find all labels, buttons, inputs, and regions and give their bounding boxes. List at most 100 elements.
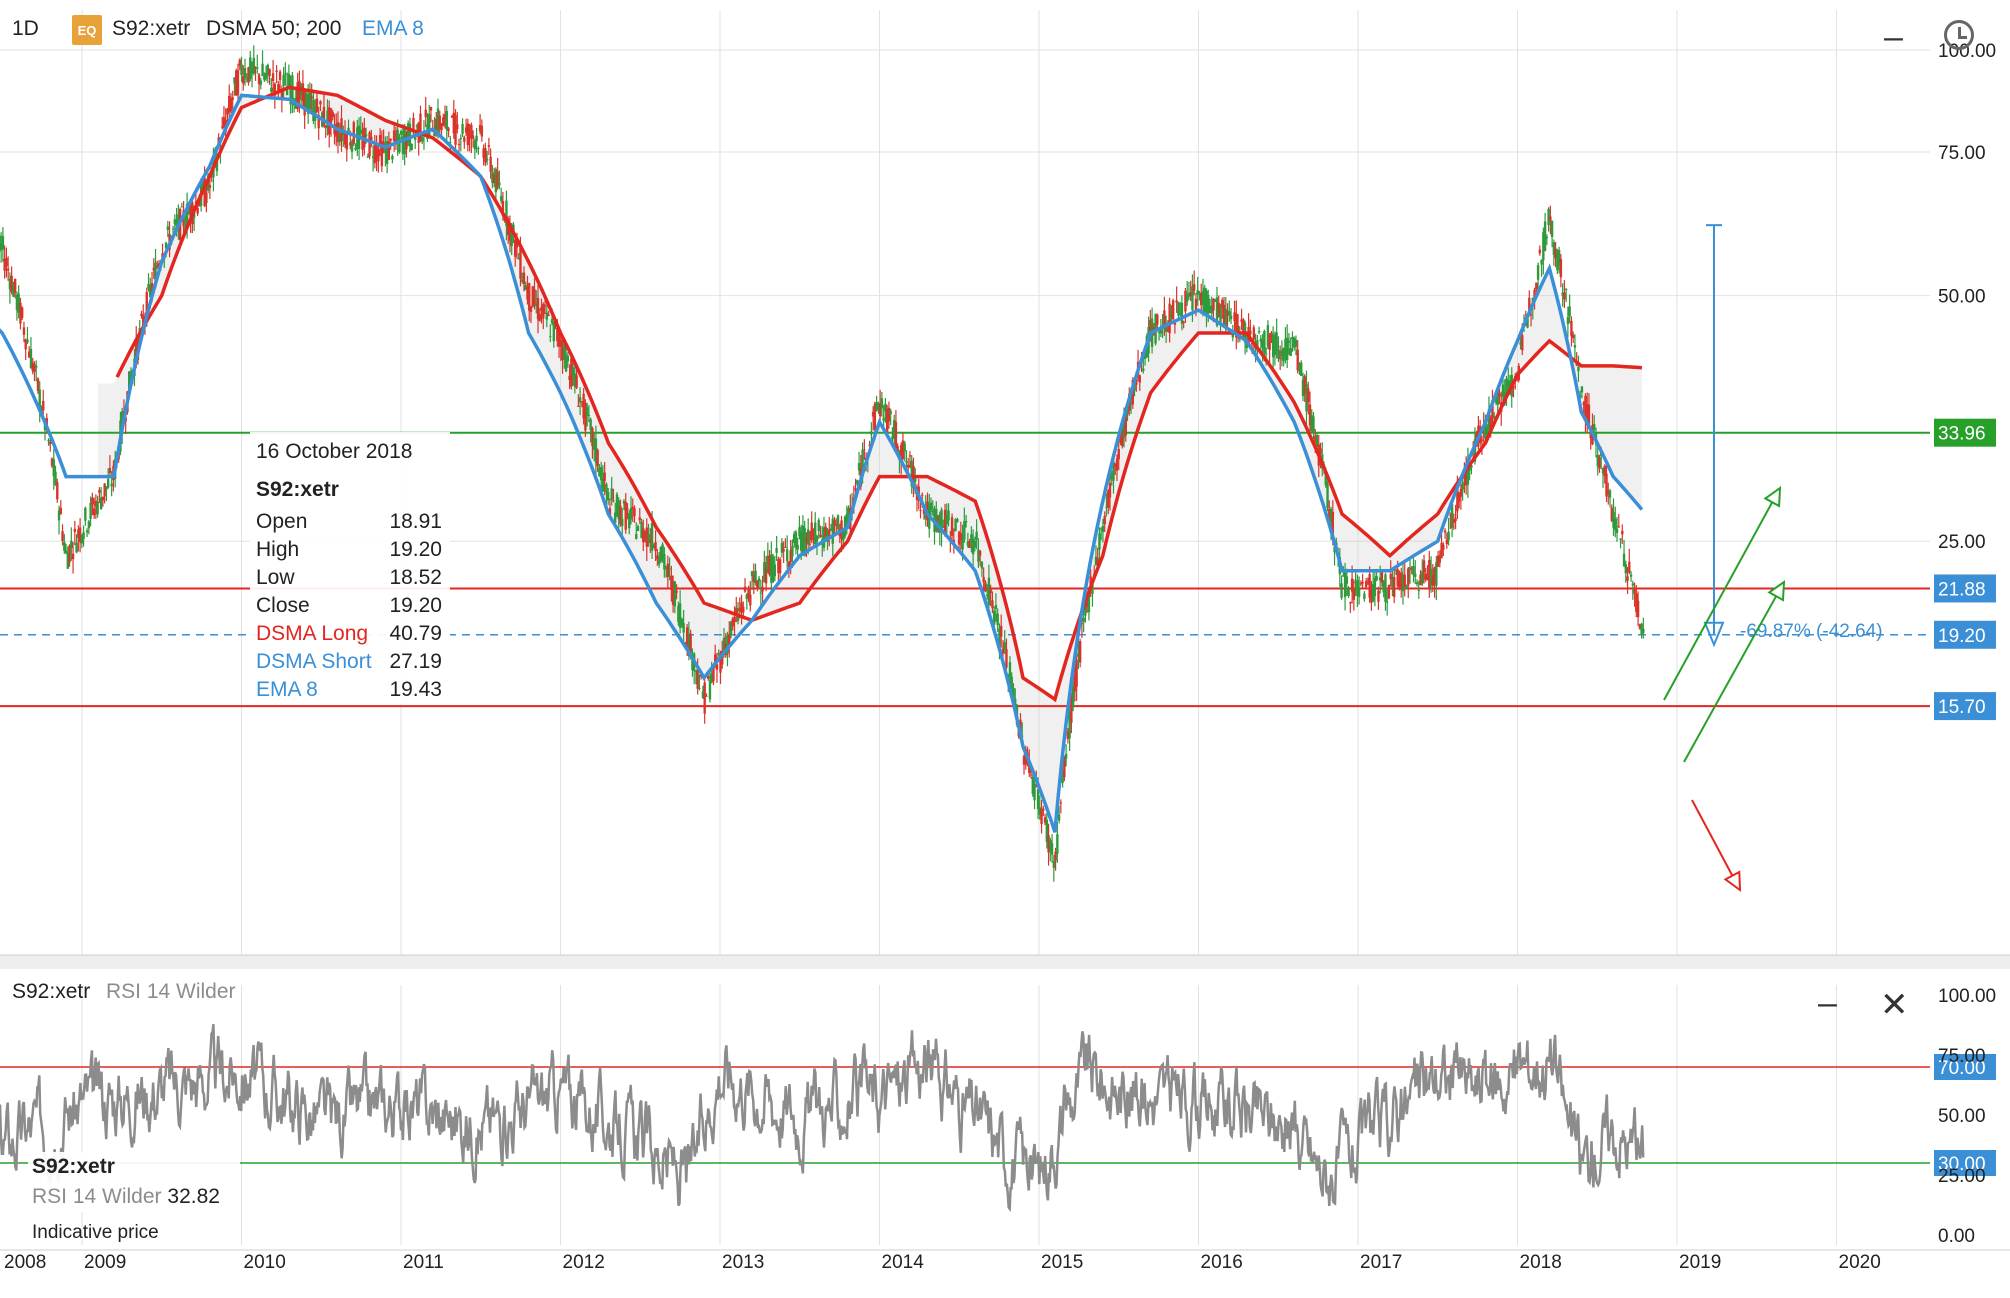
price-candle <box>1284 338 1287 355</box>
price-candle <box>1370 587 1373 603</box>
price-candle <box>242 75 245 84</box>
price-candle <box>521 279 524 282</box>
price-candle <box>1198 294 1201 296</box>
price-candle <box>907 464 910 468</box>
minimize-rsi-icon[interactable]: – <box>1818 984 1837 1022</box>
price-candle <box>954 519 957 532</box>
price-candle <box>1607 490 1610 495</box>
minimize-main-icon[interactable]: – <box>1884 18 1903 56</box>
price-candle <box>1212 298 1215 311</box>
trend-arrow-up-2 <box>1683 581 1785 763</box>
price-candle <box>1364 581 1368 588</box>
price-candle <box>47 439 50 441</box>
indicator-ema-label[interactable]: EMA 8 <box>362 17 424 40</box>
price-candle <box>1593 423 1596 430</box>
rsi-indicator-label[interactable]: RSI 14 Wilder <box>106 980 236 1003</box>
price-candle <box>1110 473 1113 480</box>
price-candle <box>843 516 847 537</box>
price-candle <box>1098 533 1101 550</box>
price-candle <box>956 518 959 522</box>
price-candle <box>78 527 82 543</box>
price-candle <box>180 206 184 208</box>
price-candle <box>938 514 941 533</box>
price-candle <box>1157 332 1161 334</box>
price-candle <box>254 67 257 69</box>
price-candle <box>91 497 94 505</box>
price-candle <box>1191 286 1194 311</box>
price-candle <box>621 518 624 526</box>
price-candle <box>1485 427 1489 436</box>
price-candle <box>1049 840 1052 851</box>
price-candle <box>768 555 771 575</box>
symbol-label[interactable]: S92:xetr <box>112 17 191 40</box>
price-candle <box>1491 399 1494 419</box>
price-candle <box>608 508 612 517</box>
price-candle <box>33 364 36 372</box>
price-candle <box>596 449 599 467</box>
price-candle <box>1189 292 1192 297</box>
price-candle <box>831 518 834 544</box>
price-tick-label: 75.00 <box>1938 143 1986 164</box>
x-tick-label: 2008 <box>4 1252 46 1273</box>
price-candle <box>885 408 889 433</box>
price-candle <box>277 84 280 92</box>
price-candle <box>617 500 620 520</box>
price-candle <box>1456 486 1459 512</box>
indicator-dsma-label[interactable]: DSMA 50; 200 <box>206 17 342 40</box>
price-candle <box>1177 302 1180 316</box>
price-candle <box>171 228 175 230</box>
rsi-tick-label: 50.00 <box>1938 1106 1986 1127</box>
price-candle <box>345 134 348 150</box>
price-candle <box>221 126 224 128</box>
price-candle <box>899 444 903 461</box>
price-candle <box>1473 439 1477 462</box>
price-candle <box>754 570 757 584</box>
rsi-symbol-label[interactable]: S92:xetr <box>12 980 91 1003</box>
price-candle <box>1340 583 1343 598</box>
price-candle <box>375 145 378 158</box>
price-candle <box>1605 473 1608 497</box>
price-candle <box>1115 458 1119 471</box>
price-candle <box>833 520 836 525</box>
price-candle <box>1568 306 1571 317</box>
price-candle <box>370 136 373 141</box>
price-candle <box>215 160 219 172</box>
price-candle <box>603 472 606 482</box>
price-candle <box>1326 483 1329 508</box>
price-candle <box>680 618 684 626</box>
price-candle <box>1166 328 1170 331</box>
price-candle <box>649 539 652 543</box>
interval-label[interactable]: 1D <box>12 17 39 40</box>
price-candle <box>796 544 799 550</box>
price-candle <box>1580 386 1584 393</box>
price-candle <box>1063 757 1066 778</box>
price-candle <box>1450 503 1454 529</box>
price-candle <box>445 111 448 130</box>
price-candle <box>1615 528 1619 533</box>
price-candle <box>601 477 605 492</box>
price-candle <box>1226 310 1229 316</box>
price-candle <box>284 73 287 75</box>
price-candle <box>549 336 552 338</box>
price-candle <box>563 342 566 360</box>
price-candle <box>1470 465 1473 468</box>
price-candle <box>247 67 250 83</box>
price-level-label: 33.96 <box>1938 424 1986 445</box>
close-rsi-icon[interactable]: ✕ <box>1880 986 1909 1024</box>
price-candle <box>773 564 777 577</box>
rsi-level-tag <box>1934 1150 1996 1176</box>
price-candle <box>789 550 792 563</box>
price-candle <box>203 177 206 207</box>
price-candle <box>470 124 473 139</box>
tooltip-row-open: Open 18.91 <box>256 510 442 533</box>
clock-icon[interactable] <box>1944 20 1974 50</box>
price-candle <box>380 141 384 167</box>
price-candle <box>1494 400 1498 403</box>
price-candle <box>878 403 882 417</box>
price-candle <box>961 538 964 550</box>
price-candle <box>999 625 1003 637</box>
price-candle <box>287 73 291 89</box>
price-candle <box>980 561 984 569</box>
price-candle <box>1414 573 1417 577</box>
price-candle <box>1121 422 1124 447</box>
